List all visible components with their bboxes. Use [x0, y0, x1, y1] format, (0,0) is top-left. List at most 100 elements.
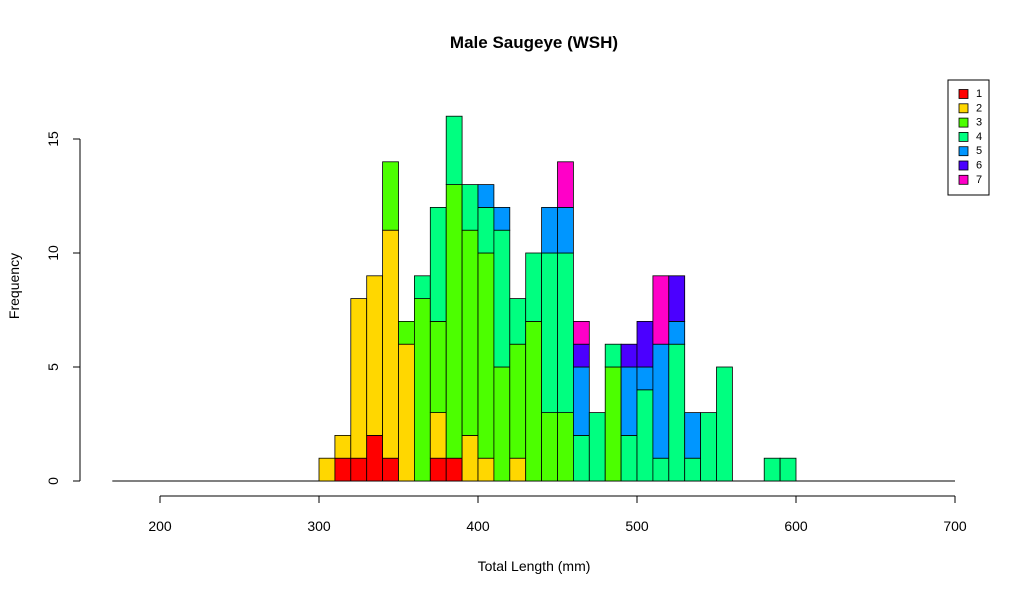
bar-segment [350, 457, 368, 482]
legend-label: 1 [976, 88, 982, 100]
bar-segment [350, 298, 368, 459]
bar-segment [366, 275, 384, 436]
bar-segment [429, 412, 447, 459]
x-axis: 200 300 400 500 600 700 [148, 495, 967, 534]
bar-segment [636, 320, 654, 368]
bar-segment [541, 206, 558, 254]
bar-segment [779, 457, 797, 482]
bar-segment [509, 457, 527, 482]
bar-segment [413, 275, 431, 299]
bar-segment [461, 434, 479, 482]
bar-segment [541, 412, 558, 482]
bar-segment [652, 275, 670, 345]
bar-segment [445, 115, 463, 185]
bar-segment [700, 412, 717, 482]
x-tick-label: 400 [466, 518, 490, 534]
bar-segment [334, 434, 352, 459]
bar-segment [382, 161, 399, 231]
bar-segment [620, 434, 638, 482]
bar-segment [684, 412, 702, 459]
x-tick-label: 200 [148, 518, 172, 534]
bar-segment [477, 206, 495, 254]
chart-title: Male Saugeye (WSH) [450, 33, 618, 52]
bar-segment [477, 184, 495, 208]
bar-segment [493, 366, 511, 482]
bar-segment [668, 343, 686, 482]
legend-label: 6 [976, 160, 982, 172]
bar-segment [604, 343, 622, 368]
legend-swatch [958, 160, 969, 171]
bar-segment [413, 298, 431, 482]
bar-segment [588, 412, 606, 482]
legend-label: 4 [976, 131, 982, 143]
bar-segment [509, 298, 527, 345]
x-tick-label: 300 [307, 518, 331, 534]
bar-segment [541, 252, 558, 414]
bar-segment [509, 343, 527, 459]
bar-segment [557, 161, 574, 208]
y-tick-label: 15 [45, 131, 61, 147]
legend-label: 3 [976, 117, 982, 129]
bar-segment [493, 229, 511, 368]
bar-segment [525, 320, 543, 482]
bar-segment [668, 275, 686, 322]
legend-box [947, 79, 990, 196]
y-tick-label: 10 [45, 245, 61, 261]
bar-segment [668, 320, 686, 345]
legend-swatch [958, 146, 969, 157]
x-tick-label: 500 [625, 518, 649, 534]
bar-segment [382, 229, 399, 459]
legend-swatch [958, 103, 969, 114]
bar-segment [684, 457, 702, 482]
y-axis: 0 5 10 15 [45, 131, 81, 485]
bar-segment [461, 184, 479, 231]
bar-segment [445, 457, 463, 482]
bar-segment [445, 184, 463, 459]
bar-segment [318, 457, 336, 482]
bar-segment [573, 343, 590, 368]
legend-label: 5 [976, 145, 982, 157]
bar-segment [620, 366, 638, 436]
bar-segment [557, 252, 574, 414]
bar-segment [652, 343, 670, 459]
x-tick-label: 600 [784, 518, 808, 534]
x-tick-label: 700 [943, 518, 967, 534]
bar-segment [763, 457, 781, 482]
bar-segment [604, 366, 622, 482]
bar-segment [636, 366, 654, 391]
legend-swatch [958, 117, 969, 128]
bar-segment [477, 457, 495, 482]
legend: 1 2 3 4 5 6 7 [947, 79, 990, 196]
legend-label: 7 [976, 174, 982, 186]
bar-segment [461, 229, 479, 436]
legend-swatch [958, 174, 969, 185]
bar-segment [366, 434, 384, 482]
x-axis-label: Total Length (mm) [478, 558, 591, 574]
legend-label: 2 [976, 102, 982, 114]
bar-segment [525, 252, 543, 322]
bar-segment [429, 457, 447, 482]
bar-segment [557, 206, 574, 254]
bar-segment [636, 389, 654, 482]
bar-segment [477, 252, 495, 459]
bar-segment [573, 366, 590, 436]
bar-segment [398, 320, 415, 345]
bar-segment [573, 320, 590, 345]
bar-segment [620, 343, 638, 368]
bar-segment [557, 412, 574, 482]
bar-segment [573, 434, 590, 482]
bar-segment [652, 457, 670, 482]
bar-layer [112, 115, 955, 482]
y-tick-label: 0 [45, 477, 61, 485]
y-axis-label: Frequency [6, 253, 22, 319]
bar-segment [334, 457, 352, 482]
bar-segment [493, 206, 511, 231]
y-tick-label: 5 [45, 363, 61, 371]
bar-segment [429, 206, 447, 322]
legend-swatch [958, 89, 969, 99]
bar-segment [398, 343, 415, 482]
bar-segment [716, 366, 733, 482]
bar-segment [382, 457, 399, 482]
bar-segment [429, 320, 447, 413]
